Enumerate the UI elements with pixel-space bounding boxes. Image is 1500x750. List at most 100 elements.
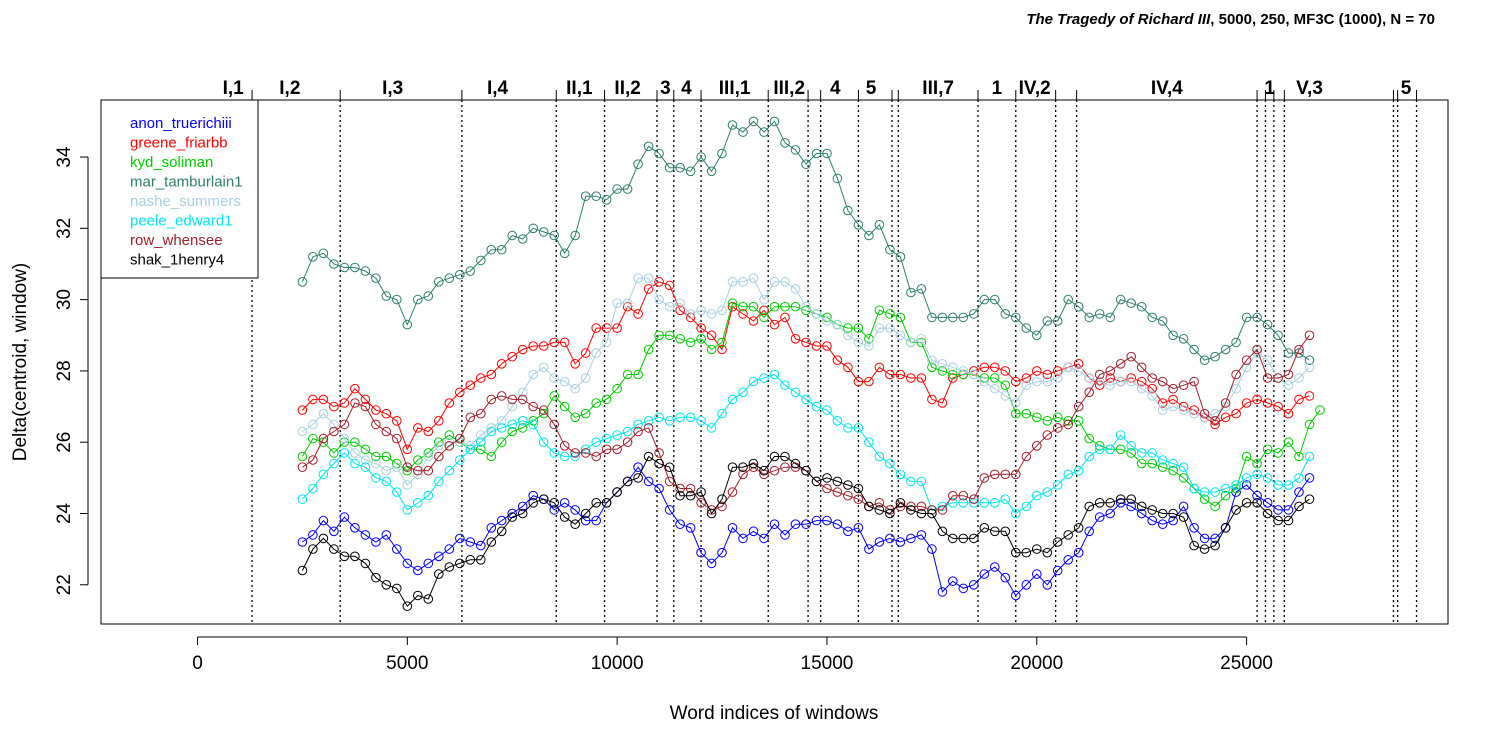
data-point <box>1052 537 1063 547</box>
data-point <box>507 351 518 362</box>
data-point <box>1094 380 1105 391</box>
data-point <box>444 441 455 451</box>
data-point <box>559 512 570 522</box>
data-point <box>727 394 738 405</box>
data-point <box>1220 523 1231 533</box>
data-point <box>476 437 486 448</box>
scene-label: III,2 <box>773 78 805 99</box>
data-point <box>727 301 738 312</box>
data-point <box>1189 540 1199 551</box>
data-point <box>685 483 696 494</box>
data-point <box>413 294 423 305</box>
data-point <box>1052 565 1063 576</box>
data-point <box>706 558 717 569</box>
data-point <box>801 159 811 169</box>
data-point <box>801 394 811 405</box>
data-point <box>748 316 759 326</box>
data-point <box>538 227 549 237</box>
data-point <box>1105 380 1115 391</box>
data-point <box>717 408 727 419</box>
data-point <box>1052 423 1063 433</box>
data-point <box>1283 437 1294 448</box>
data-point <box>864 376 874 387</box>
data-point <box>444 430 455 440</box>
data-point <box>528 498 539 508</box>
data-point <box>843 205 853 216</box>
data-point <box>1178 334 1189 344</box>
data-point <box>811 515 822 526</box>
data-point <box>413 423 423 433</box>
data-point <box>1252 394 1262 405</box>
data-point <box>1168 465 1178 476</box>
data-point <box>843 526 853 537</box>
data-point <box>1136 501 1147 512</box>
x-axis: 0 5000 10000 15000 20000 25000 <box>192 636 1273 674</box>
data-point <box>1073 401 1084 412</box>
data-point <box>1042 376 1053 387</box>
series-row_whensee <box>297 330 1315 515</box>
data-point <box>895 498 906 508</box>
data-point <box>738 127 748 137</box>
data-point <box>1032 441 1042 451</box>
data-point <box>1042 487 1053 497</box>
data-point <box>1126 448 1136 458</box>
data-point <box>937 359 948 369</box>
data-point <box>622 476 633 487</box>
data-point <box>969 580 979 590</box>
data-point <box>1147 505 1157 515</box>
data-point <box>822 312 832 323</box>
data-point <box>1126 494 1136 505</box>
scene-labels: I,1 I,2 I,3 I,4 II,1 II,2 3 4 III,1 III,2 4 5 III,7 1… <box>223 78 1412 99</box>
data-point <box>381 465 392 476</box>
data-point <box>1220 344 1231 355</box>
data-point <box>1094 444 1105 455</box>
data-point <box>1210 501 1220 512</box>
data-point <box>622 184 633 194</box>
data-point <box>853 337 864 348</box>
data-point <box>958 498 969 508</box>
series-mar_tamburlain1 <box>297 116 1315 366</box>
data-point <box>675 305 685 316</box>
data-point <box>1115 444 1126 455</box>
data-point <box>507 419 518 430</box>
data-point <box>822 515 832 526</box>
data-point <box>990 373 1000 383</box>
series-line <box>302 277 1310 486</box>
data-point <box>706 508 717 519</box>
data-point <box>937 398 948 408</box>
data-point <box>1210 487 1220 497</box>
data-point <box>927 508 937 519</box>
data-point <box>853 523 864 533</box>
data-point <box>371 419 381 430</box>
data-point <box>350 262 360 273</box>
data-point <box>853 494 864 505</box>
data-point <box>895 330 906 341</box>
data-point <box>496 391 507 401</box>
data-point <box>549 505 560 515</box>
data-point <box>1178 512 1189 522</box>
data-point <box>1052 373 1063 383</box>
data-point <box>318 437 329 448</box>
data-point <box>549 391 560 401</box>
data-point <box>402 601 413 612</box>
data-point <box>664 476 675 487</box>
data-point <box>1283 348 1294 358</box>
data-point <box>906 476 916 487</box>
data-point <box>1199 487 1210 497</box>
data-point <box>1304 494 1315 505</box>
data-point <box>1231 408 1241 419</box>
data-point <box>601 195 612 205</box>
data-point <box>895 251 906 262</box>
data-point <box>1094 369 1105 380</box>
data-point <box>308 433 318 444</box>
data-point <box>1084 387 1094 398</box>
legend-entry: peele_edward1 <box>130 213 233 230</box>
data-point <box>822 483 832 494</box>
data-point <box>507 394 518 405</box>
data-point <box>392 487 402 497</box>
series-line <box>301 302 1321 508</box>
data-point <box>1304 473 1315 483</box>
data-point <box>1283 515 1294 526</box>
data-point <box>1262 355 1273 366</box>
data-point <box>1105 508 1115 519</box>
